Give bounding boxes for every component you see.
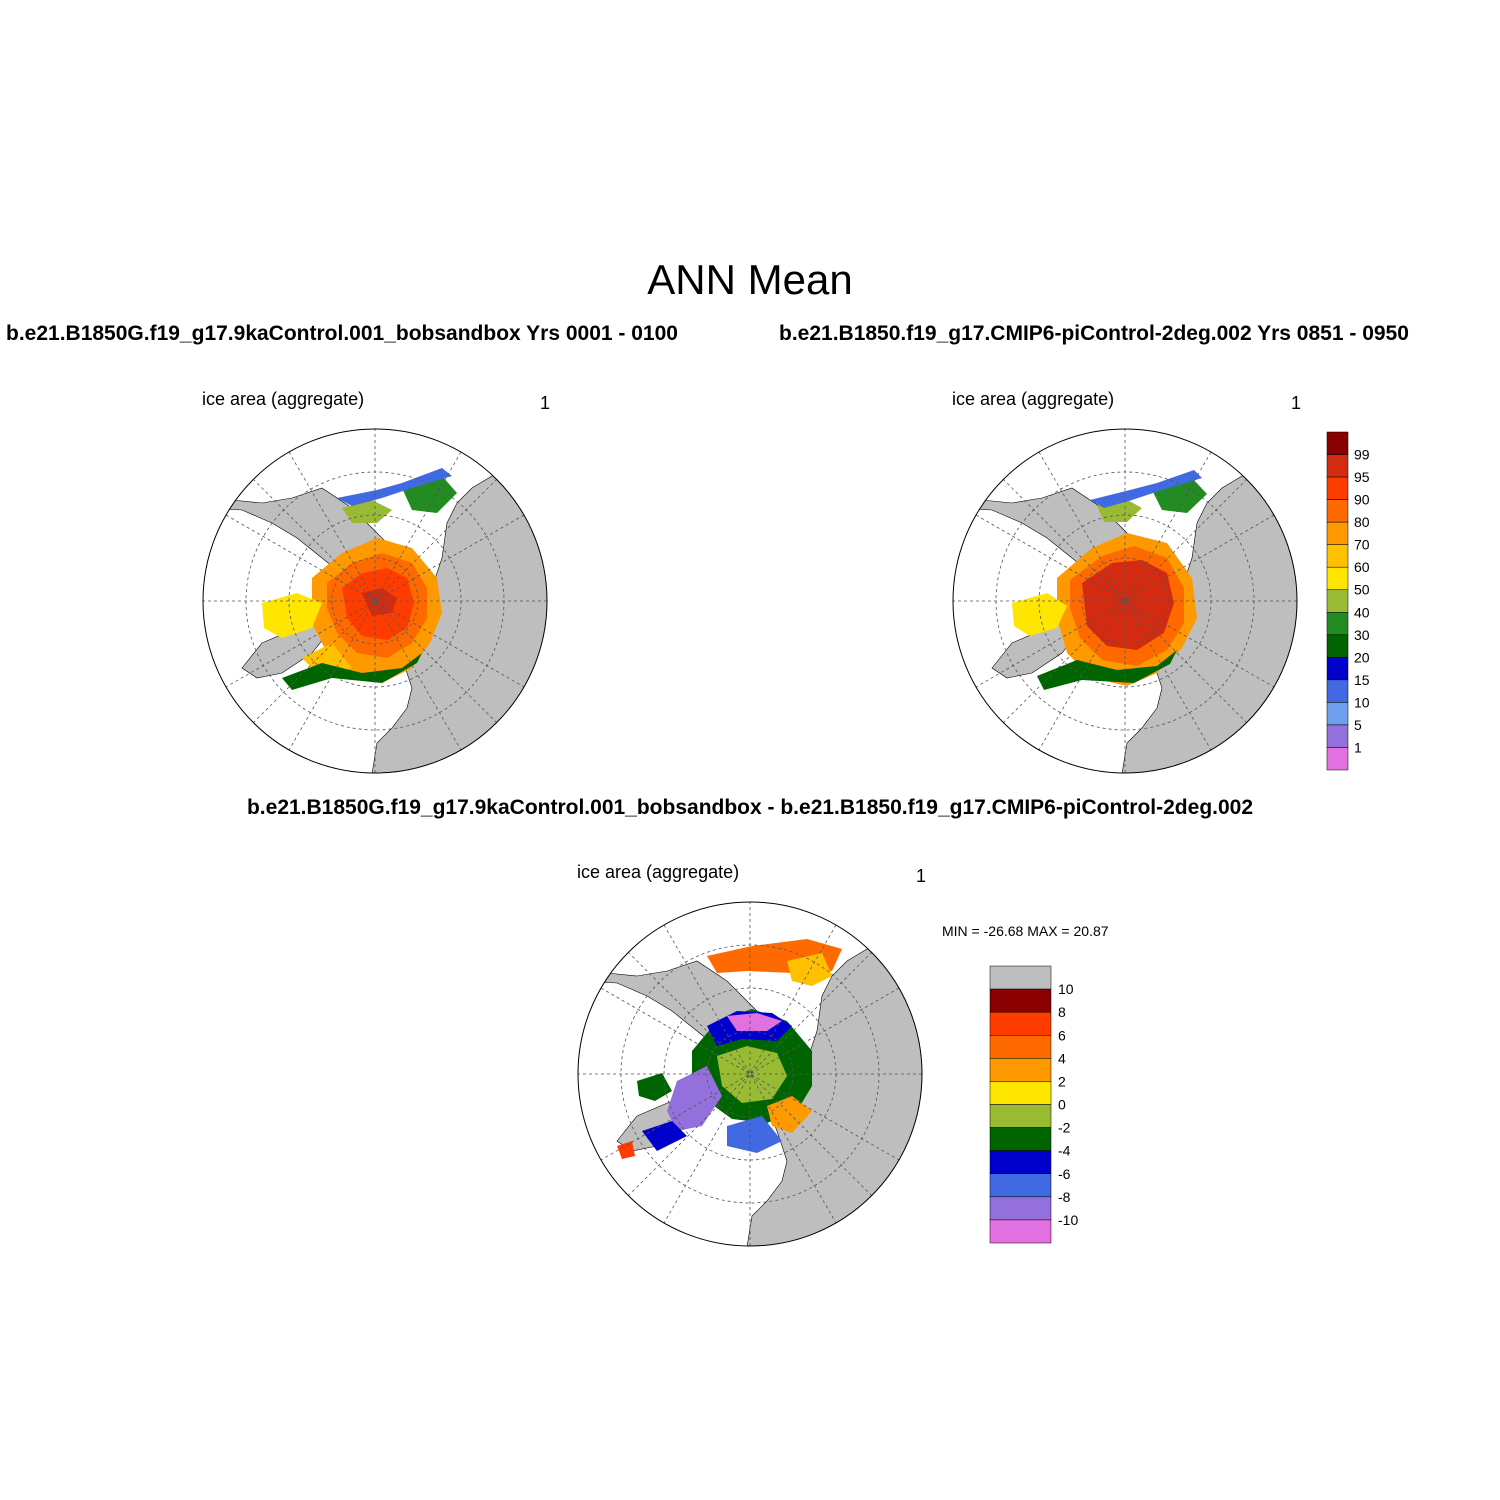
main-colorbar-label: 40 (1354, 604, 1370, 620)
panel-1-polar-map (202, 428, 548, 774)
panel-2-case-title: b.e21.B1850.f19_g17.CMIP6-piControl-2deg… (779, 322, 1409, 345)
main-colorbar-swatch (1326, 747, 1349, 771)
panel-2-units-label: 1 (1291, 393, 1302, 413)
difference-colorbar-swatch (989, 1058, 1052, 1082)
main-colorbar-label: 1 (1354, 739, 1362, 755)
difference-colorbar-swatch (989, 1104, 1052, 1128)
main-colorbar-label: 50 (1354, 582, 1370, 598)
main-colorbar-label: 60 (1354, 559, 1370, 575)
difference-colorbar-swatch (989, 988, 1052, 1013)
difference-colorbar-swatch (989, 1173, 1052, 1198)
main-colorbar-swatch (1326, 724, 1349, 748)
difference-colorbar-label: -2 (1058, 1120, 1071, 1136)
main-colorbar-label: 99 (1354, 447, 1370, 463)
panel-3-polar-map (577, 901, 923, 1247)
main-colorbar-label: 20 (1354, 649, 1370, 665)
difference-colorbar-label: -8 (1058, 1189, 1071, 1205)
difference-colorbar-swatch (989, 1011, 1052, 1036)
panel-1-units-label: 1 (540, 393, 551, 413)
difference-colorbar-swatch (989, 1035, 1052, 1059)
panel-2-graticule (953, 429, 1297, 773)
main-colorbar-swatch (1326, 521, 1349, 545)
main-colorbar-label: 15 (1354, 672, 1370, 688)
main-colorbar-swatch (1326, 589, 1349, 613)
difference-colorbar-label: 8 (1058, 1004, 1066, 1020)
main-colorbar-swatch (1326, 702, 1349, 726)
main-colorbar-label: 5 (1354, 717, 1362, 733)
main-colorbar-swatch (1326, 634, 1349, 658)
panel-2-polar-map (952, 428, 1298, 774)
difference-colorbar-label: 6 (1058, 1027, 1066, 1043)
panel-1-variable-label: ice area (aggregate) (202, 389, 365, 409)
figure-title: ANN Mean (647, 256, 853, 303)
panel-3-difference-field (617, 939, 842, 1159)
panel-2-variable-label: ice area (aggregate) (952, 389, 1115, 409)
difference-colorbar-label: -10 (1058, 1212, 1078, 1228)
panel-1-graticule (203, 429, 547, 773)
panel-3-variable-label: ice area (aggregate) (577, 862, 740, 882)
panel-3-units-label: 1 (916, 866, 927, 886)
difference-colorbar-label: -6 (1058, 1166, 1071, 1182)
difference-colorbar-swatch (989, 1081, 1052, 1105)
panel-2-sea-ice (1012, 470, 1207, 690)
difference-colorbar-label: 2 (1058, 1073, 1066, 1089)
difference-colorbar-label: 4 (1058, 1050, 1066, 1066)
difference-colorbar-label: -4 (1058, 1143, 1071, 1159)
main-colorbar-swatch (1326, 612, 1349, 636)
main-colorbar-label: 90 (1354, 492, 1370, 508)
difference-colorbar-swatch (989, 1196, 1052, 1221)
main-colorbar-label: 70 (1354, 537, 1370, 553)
main-colorbar-label: 80 (1354, 514, 1370, 530)
panel-3-minmax-text: MIN = -26.68 MAX = 20.87 (942, 923, 1109, 939)
difference-colorbar-swatch (989, 1219, 1052, 1244)
difference-colorbar-label: 10 (1058, 981, 1074, 997)
main-colorbar-swatch (1326, 679, 1349, 703)
main-colorbar-swatch (1326, 499, 1349, 523)
difference-colorbar-swatch (989, 965, 1052, 990)
main-colorbar-swatch (1326, 566, 1349, 590)
panel-1-case-title: b.e21.B1850G.f19_g17.9kaControl.001_bobs… (6, 322, 678, 345)
main-colorbar-swatch (1326, 431, 1349, 455)
difference-colorbar-swatch (989, 1150, 1052, 1175)
main-colorbar-swatch (1326, 544, 1349, 568)
panel-3-graticule (578, 902, 922, 1246)
main-colorbar: 99 95 90 80 70 60 50 40 30 20 15 10 5 1 (1326, 431, 1370, 771)
main-colorbar-swatch (1326, 657, 1349, 681)
difference-colorbar-label: 0 (1058, 1097, 1066, 1113)
main-colorbar-label: 30 (1354, 627, 1370, 643)
main-colorbar-swatch (1326, 476, 1349, 500)
panel-3-case-title: b.e21.B1850G.f19_g17.9kaControl.001_bobs… (246, 796, 1254, 819)
difference-colorbar-swatch (989, 1127, 1052, 1151)
difference-colorbar: 10 8 6 4 2 0 -2 -4 -6 -8 -10 (989, 965, 1078, 1244)
main-colorbar-label: 10 (1354, 694, 1370, 710)
main-colorbar-label: 95 (1354, 469, 1370, 485)
main-colorbar-swatch (1326, 454, 1349, 478)
